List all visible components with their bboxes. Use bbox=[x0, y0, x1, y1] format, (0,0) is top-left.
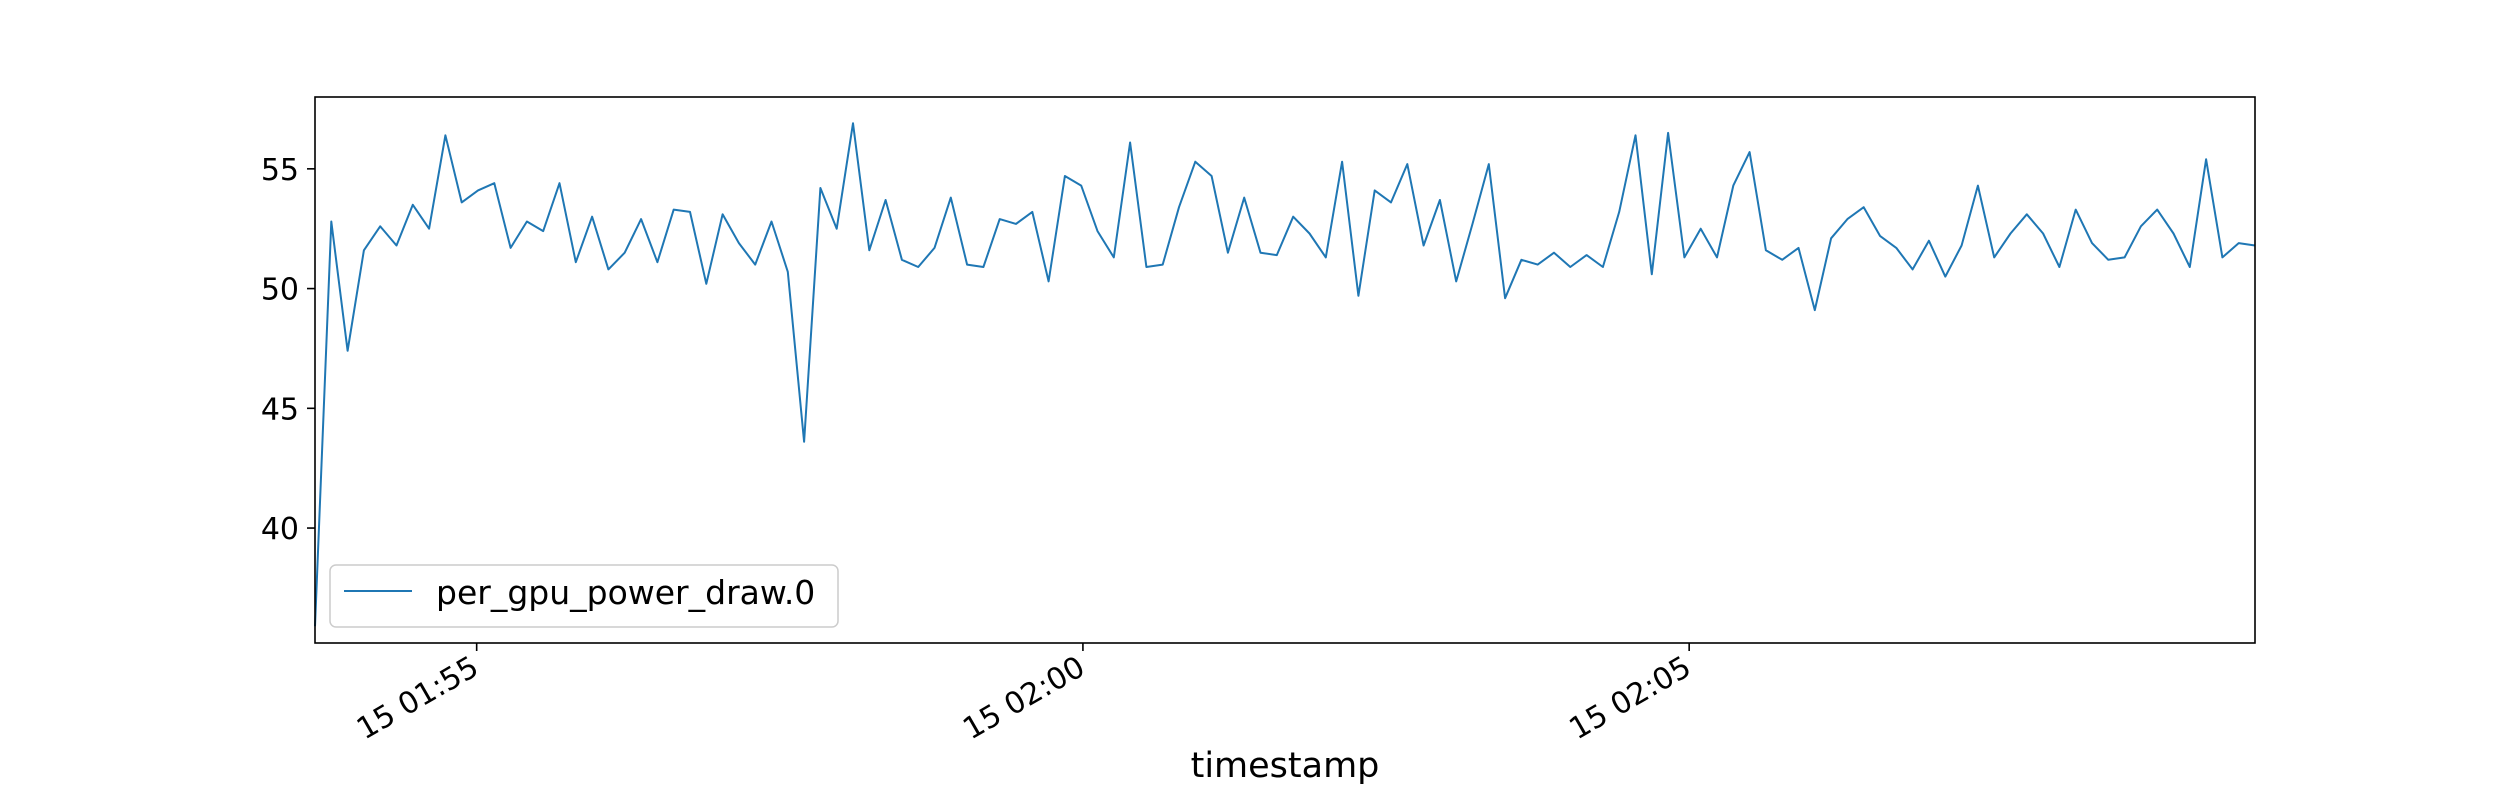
y-tick-label: 40 bbox=[261, 512, 299, 547]
x-tick-label: 15 01:55 bbox=[351, 650, 485, 747]
y-tick-label: 55 bbox=[261, 153, 299, 188]
plot-frame bbox=[314, 96, 2256, 644]
legend-label: per_gpu_power_draw.0 bbox=[436, 573, 815, 612]
y-tick-label: 50 bbox=[261, 273, 299, 308]
series-line bbox=[314, 122, 2256, 627]
x-tick-label: 15 02:00 bbox=[957, 650, 1091, 747]
legend: per_gpu_power_draw.0 bbox=[329, 564, 839, 628]
legend-box bbox=[329, 564, 839, 628]
x-tick-label: 15 02:05 bbox=[1563, 650, 1697, 747]
y-axis: 40 45 50 55 bbox=[261, 153, 315, 547]
x-axis: 15 01:55 15 02:00 15 02:05 bbox=[351, 643, 1697, 747]
y-tick-label: 45 bbox=[261, 392, 299, 427]
plot-area bbox=[315, 97, 2255, 643]
x-axis-title: timestamp bbox=[1191, 746, 1380, 786]
